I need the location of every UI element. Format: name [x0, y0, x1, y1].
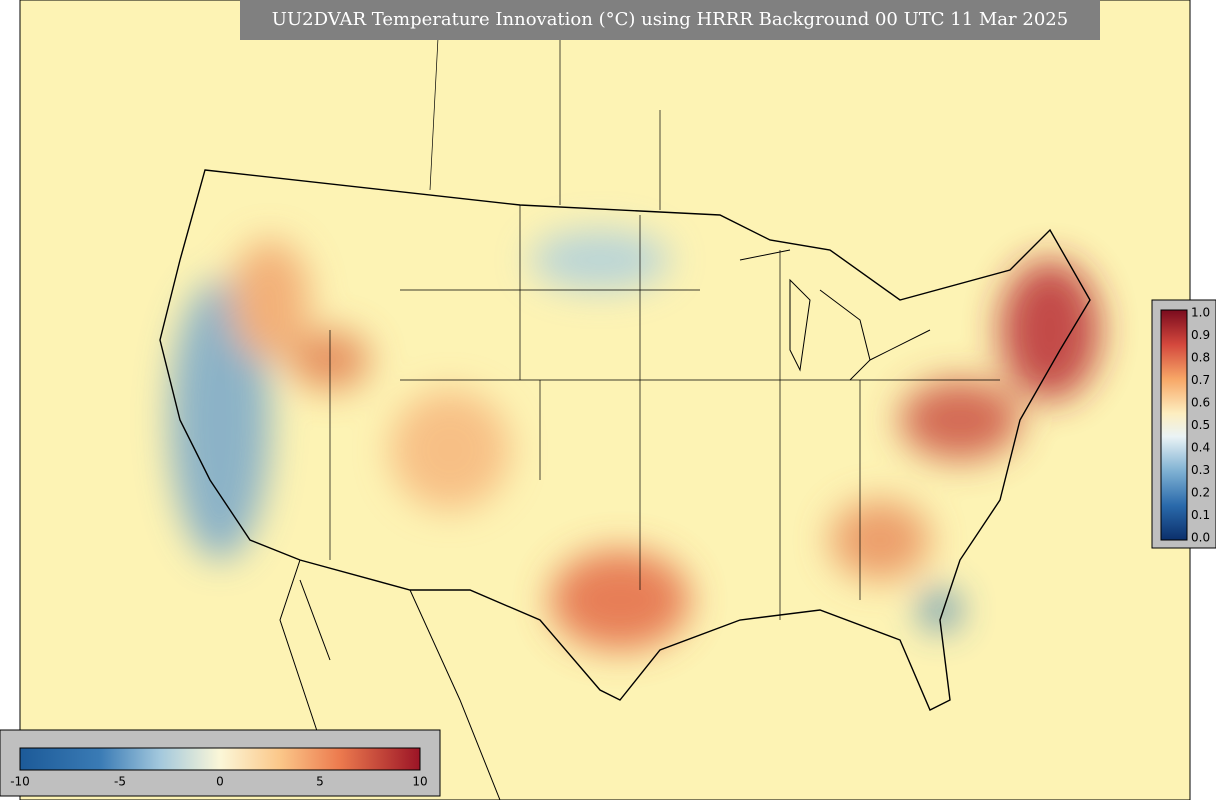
bottom-tick-label: -10	[10, 775, 30, 789]
bottom-colorbar	[19, 747, 421, 771]
bottom-tick-label: 10	[412, 775, 427, 789]
bottom-tick-label: 5	[316, 775, 324, 789]
right-tick-label: 1.0	[1191, 306, 1210, 320]
bottom-tick-label: -5	[114, 775, 126, 789]
right-tick-label: 0.5	[1191, 418, 1210, 432]
right-colorbar-ticks: 1.0 0.9 0.8 0.7 0.6 0.5 0.4 0.3 0.2 0.1 0.0	[1191, 306, 1210, 545]
right-tick-label: 0.1	[1191, 508, 1210, 522]
right-tick-label: 0.8	[1191, 351, 1210, 365]
right-colorbar	[1160, 309, 1188, 541]
innovation-field	[170, 230, 1100, 650]
right-tick-label: 0.0	[1191, 531, 1210, 545]
right-tick-label: 0.4	[1191, 441, 1210, 455]
right-tick-label: 0.9	[1191, 328, 1210, 342]
mexico-coast	[279, 559, 501, 800]
bottom-colorbar-ticks: -10 -5 0 5 10	[10, 775, 427, 789]
right-tick-label: 0.6	[1191, 396, 1210, 410]
map-title: UU2DVAR Temperature Innovation (°C) usin…	[272, 9, 1068, 30]
right-tick-label: 0.2	[1191, 486, 1210, 500]
bottom-tick-label: 0	[216, 775, 224, 789]
right-tick-label: 0.7	[1191, 373, 1210, 387]
title-box	[240, 0, 1100, 40]
state-borders	[329, 0, 1000, 620]
great-lakes	[739, 249, 931, 381]
right-tick-label: 0.3	[1191, 463, 1210, 477]
us-outline	[159, 169, 1091, 711]
